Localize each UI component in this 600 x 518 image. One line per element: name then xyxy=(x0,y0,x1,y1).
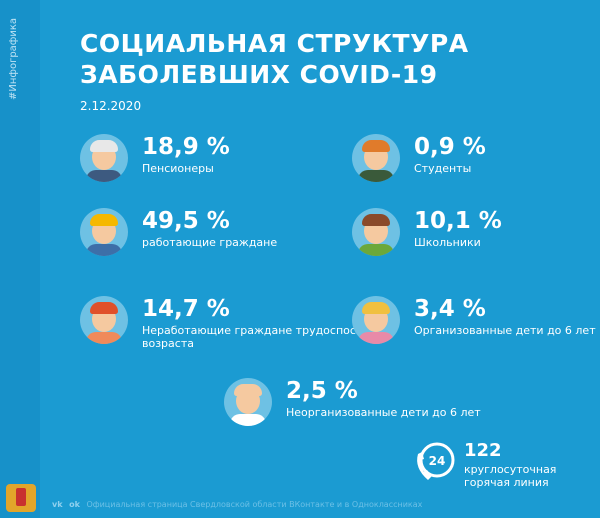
pensioner-avatar-icon xyxy=(80,134,128,182)
stat-label: Школьники xyxy=(414,236,481,249)
worker-avatar-icon xyxy=(80,208,128,256)
svg-text:24: 24 xyxy=(429,454,446,468)
stat-percent: 3,4 % xyxy=(414,296,486,322)
footer-text: Официальная страница Свердловской област… xyxy=(86,500,423,509)
footer: vk ok Официальная страница Свердловской … xyxy=(52,500,422,509)
student-avatar-icon xyxy=(352,134,400,182)
stat-item: 18,9 % Пенсионеры xyxy=(80,134,292,182)
stat-percent: 10,1 % xyxy=(414,208,502,234)
phone-24-icon: 24 xyxy=(417,442,455,480)
stat-label: Организованные дети до 6 лет xyxy=(414,324,596,337)
stat-item: 14,7 % Неработающие граждане трудоспособн… xyxy=(80,296,402,350)
page-title: СОЦИАЛЬНАЯ СТРУКТУРА ЗАБОЛЕВШИХ COVID-19 xyxy=(80,29,469,89)
ok-icon[interactable]: ok xyxy=(69,500,80,509)
hotline-number: 122 xyxy=(464,440,502,461)
stat-label: Пенсионеры xyxy=(142,162,214,175)
stat-percent: 49,5 % xyxy=(142,208,230,234)
children-group-icon xyxy=(352,296,400,344)
stat-item: 49,5 % работающие граждане xyxy=(80,208,292,256)
hotline: 24 122 круглосуточная горячая линия xyxy=(412,440,564,489)
stat-item: 2,5 % Неорганизованные дети до 6 лет xyxy=(224,378,486,426)
stat-item: 3,4 % Организованные дети до 6 лет xyxy=(352,296,600,344)
stat-percent: 0,9 % xyxy=(414,134,486,160)
stat-label: работающие граждане xyxy=(142,236,278,249)
woman-avatar-icon xyxy=(80,296,128,344)
schoolchild-avatar-icon xyxy=(352,208,400,256)
stat-item: 0,9 % Студенты xyxy=(352,134,564,182)
stat-item: 10,1 % Школьники xyxy=(352,208,564,256)
stat-percent: 14,7 % xyxy=(142,296,230,322)
hashtag: #Инфографика xyxy=(8,17,19,100)
baby-avatar-icon xyxy=(224,378,272,426)
stat-percent: 2,5 % xyxy=(286,378,358,404)
stat-percent: 18,9 % xyxy=(142,134,230,160)
stat-label: Неработающие граждане трудоспособного во… xyxy=(142,324,396,350)
sidebar-strip xyxy=(0,0,40,518)
stat-label: Студенты xyxy=(414,162,472,175)
date: 2.12.2020 xyxy=(80,99,142,113)
coat-of-arms-logo xyxy=(6,484,36,512)
stat-label: Неорганизованные дети до 6 лет xyxy=(286,406,481,419)
hotline-label: круглосуточная горячая линия xyxy=(464,463,557,489)
vk-icon[interactable]: vk xyxy=(52,500,63,509)
